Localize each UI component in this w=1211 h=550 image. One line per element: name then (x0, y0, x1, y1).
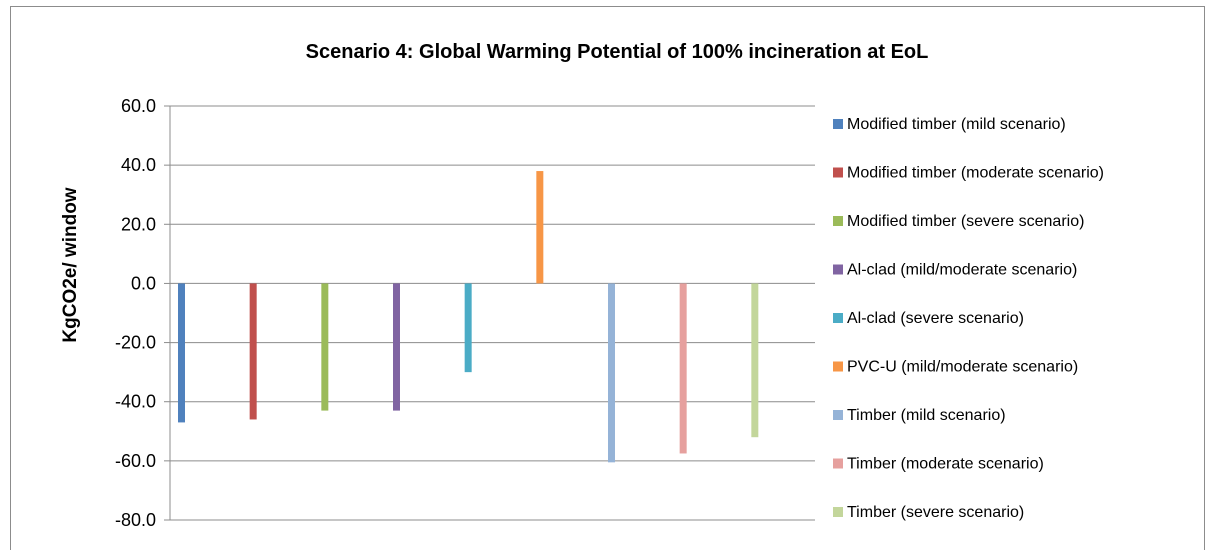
bar (464, 283, 472, 373)
bar (751, 283, 759, 438)
bars (178, 171, 759, 463)
y-tick-label: -80.0 (115, 510, 156, 530)
bar (321, 283, 329, 411)
legend-label: Modified timber (moderate scenario) (847, 165, 1104, 182)
legend-swatch (833, 507, 843, 517)
y-tick-labels: 60.0 40.0 20.0 0.0 -20.0 -40.0 -60.0 -80.0 (115, 96, 156, 530)
bar (393, 283, 400, 411)
legend-label: Timber (mild scenario) (847, 407, 1006, 424)
bar (249, 283, 257, 420)
bar (679, 283, 687, 454)
chart-frame (10, 6, 1205, 550)
y-tick-label: 0.0 (131, 273, 156, 293)
legend-label: PVC-U (mild/moderate scenario) (847, 359, 1078, 376)
legend-swatch (833, 167, 843, 178)
bar (536, 171, 544, 284)
y-tick-label: -20.0 (115, 333, 156, 353)
legend-label: Al-clad (severe scenario) (847, 310, 1024, 327)
bar (178, 283, 185, 423)
legend-label: Timber (severe scenario) (847, 504, 1024, 521)
legend-swatch (833, 216, 843, 226)
legend-swatch (833, 410, 843, 420)
bar (608, 283, 615, 463)
legend: Modified timber (mild scenario) Modified … (833, 116, 1104, 521)
y-axis-title: KgCO2e/ window (60, 187, 81, 342)
legend-label: Al-clad (mild/moderate scenario) (847, 262, 1077, 279)
y-tick-label: 20.0 (121, 214, 156, 234)
legend-label: Timber (moderate scenario) (847, 456, 1044, 473)
y-tick-label: -40.0 (115, 392, 156, 412)
legend-swatch (833, 264, 843, 275)
chart-title: Scenario 4: Global Warming Potential of … (306, 41, 929, 63)
legend-label: Modified timber (severe scenario) (847, 213, 1084, 230)
legend-swatch (833, 119, 843, 129)
legend-swatch (833, 361, 843, 372)
y-tick-label: -60.0 (115, 451, 156, 471)
legend-swatch (833, 458, 843, 469)
legend-swatch (833, 313, 843, 323)
grid-layer (164, 105, 815, 521)
y-tick-label: 40.0 (121, 155, 156, 175)
legend-label: Modified timber (mild scenario) (847, 116, 1066, 133)
y-tick-label: 60.0 (121, 96, 156, 116)
